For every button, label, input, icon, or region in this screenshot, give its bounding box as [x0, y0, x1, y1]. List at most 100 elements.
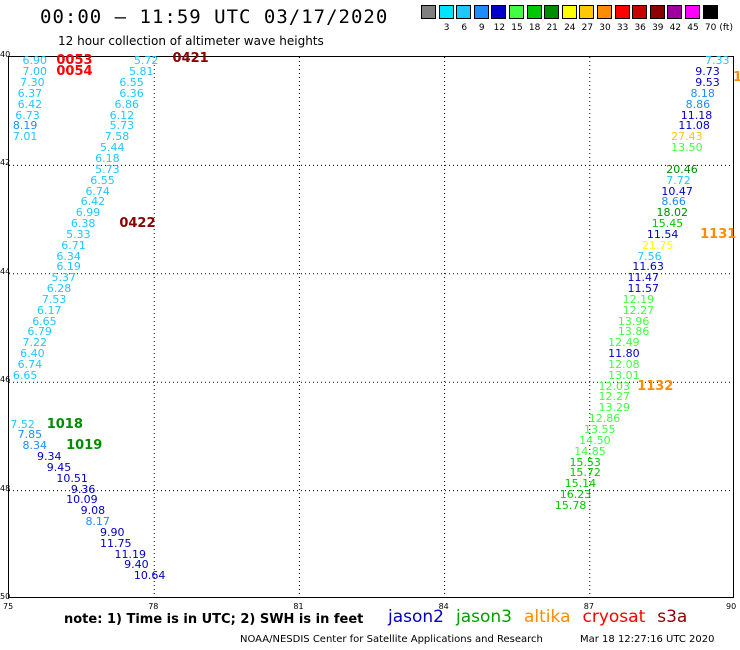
wave-height-label: 6.55: [90, 173, 115, 187]
wave-height-label: 7.53: [41, 292, 67, 306]
wave-height-label: 7.85: [17, 428, 43, 442]
wave-height-label: 7.58: [104, 130, 130, 144]
footer-credit: NOAA/NESDIS Center for Satellite Applica…: [240, 634, 543, 645]
wave-height-label: 11.08: [678, 119, 710, 133]
color-swatch-label: 3: [443, 23, 450, 33]
x-tick-label: 84: [438, 602, 449, 611]
satellite-legend-entry: jason2: [388, 607, 444, 627]
color-swatch-label: 30: [599, 23, 611, 33]
pass-time-label: 1018: [46, 416, 83, 432]
wave-height-label: 9.08: [80, 504, 106, 518]
wave-height-label: 13.29: [598, 401, 630, 415]
chart-subtitle: 12 hour collection of altimeter wave hei…: [58, 34, 324, 48]
wave-height-label: 7.33: [704, 54, 730, 68]
wave-height-label: 16.23: [559, 488, 592, 502]
wave-height-label: 15.72: [569, 466, 601, 480]
y-tick-label: 50: [0, 592, 11, 601]
color-swatch: [632, 5, 648, 19]
color-swatch: [649, 5, 665, 19]
wave-height-label: 12.49: [608, 336, 640, 350]
wave-height-label: 11.75: [99, 536, 132, 550]
color-swatch-label: 24: [564, 23, 576, 33]
y-tick-label: 46: [0, 375, 11, 385]
color-swatch-label: 21: [546, 23, 558, 33]
chart-title: 00:00 – 11:59 UTC 03/17/2020: [40, 6, 389, 28]
wave-height-label: 11.47: [627, 271, 660, 285]
wave-height-label: 15.78: [554, 498, 587, 512]
x-tick-label: 78: [148, 602, 159, 611]
color-swatch-label: 36: [634, 23, 646, 33]
wave-height-label: 8.34: [22, 439, 48, 453]
wave-height-label: 13.50: [671, 141, 703, 155]
wave-height-label: 12.27: [622, 303, 655, 317]
wave-height-label: 14.85: [574, 444, 606, 458]
footer-timestamp: Mar 18 12:27:16 UTC 2020: [580, 634, 715, 645]
wave-height-label: 6.74: [85, 184, 110, 198]
satellite-legend-entry: jason3: [456, 607, 512, 627]
wave-height-label: 5.72: [133, 54, 159, 68]
wave-height-label: 7.22: [22, 336, 48, 350]
wave-height-label: 13.55: [583, 422, 616, 436]
wave-height-label: 6.28: [46, 282, 72, 296]
color-swatch: [685, 5, 700, 19]
color-swatch-label: 42: [669, 23, 682, 33]
wave-height-label: 15.45: [651, 217, 684, 231]
color-swatch: [491, 5, 507, 19]
wave-height-label: 8.86: [685, 97, 711, 111]
wave-height-label: 9.34: [37, 450, 62, 464]
wave-height-label: 20.46: [666, 162, 698, 176]
wave-height-label: 6.19: [56, 260, 81, 274]
wave-height-label: 10.09: [66, 493, 98, 507]
y-tick-label: 48: [0, 483, 11, 493]
wave-height-label: 11.54: [646, 227, 679, 241]
x-tick-label: 90: [726, 602, 737, 611]
color-swatch: [526, 5, 542, 19]
wave-height-label: 10.64: [133, 569, 166, 583]
x-tick-label: 81: [293, 602, 304, 611]
wave-height-label: 6.40: [20, 347, 45, 361]
wave-height-label: 18.02: [656, 206, 689, 220]
wave-height-label: 9.90: [99, 525, 125, 539]
color-scale-unit: (ft): [719, 23, 733, 33]
wave-height-label: 7.01: [12, 130, 38, 144]
plot-grid: [9, 57, 733, 597]
color-swatch: [614, 5, 630, 19]
wave-height-label: 10.51: [56, 471, 88, 485]
wave-height-label: 9.53: [695, 76, 720, 90]
satellite-legend-entry: altika: [524, 607, 571, 627]
wave-height-label: 6.42: [17, 97, 43, 111]
wave-height-label: 15.14: [564, 477, 597, 491]
wave-height-label: 15.53: [569, 455, 601, 469]
color-swatch-label: 6: [461, 23, 468, 33]
wave-height-label: 6.36: [119, 86, 144, 100]
wave-height-label: 12.27: [598, 390, 630, 404]
pass-time-label: 0054: [56, 64, 93, 80]
wave-height-label: 5.73: [95, 162, 120, 176]
color-swatch: [597, 5, 612, 19]
wave-height-label: 11.19: [114, 547, 146, 561]
color-swatch: [561, 5, 577, 19]
wave-height-label: 6.65: [12, 368, 38, 382]
wave-height-label: 6.73: [15, 108, 40, 122]
wave-height-label: 5.44: [99, 141, 125, 155]
wave-height-label: 27.43: [671, 130, 703, 144]
color-swatch: [702, 5, 718, 19]
wave-height-label: 8.66: [661, 195, 686, 209]
wave-height-label: 10.47: [661, 184, 693, 198]
wave-height-label: 8.17: [85, 515, 110, 529]
wave-height-label: 7.52: [10, 417, 35, 431]
color-swatch-label: 70: [704, 23, 717, 33]
color-swatch-label: 15: [511, 23, 523, 33]
color-swatch: [421, 5, 436, 19]
wave-height-label: 8.19: [12, 119, 38, 133]
wave-height-label: 7.00: [22, 65, 48, 79]
color-swatch-label: 39: [652, 23, 664, 33]
color-swatch: [438, 5, 454, 19]
wave-height-label: 6.99: [75, 206, 101, 220]
y-tick-label: 42: [0, 158, 11, 168]
x-tick-label: 87: [583, 602, 594, 611]
color-swatch: [509, 5, 524, 19]
color-swatch-label: 12: [493, 23, 506, 33]
wave-height-label: 6.17: [37, 303, 62, 317]
wave-height-label: 6.74: [17, 357, 43, 371]
